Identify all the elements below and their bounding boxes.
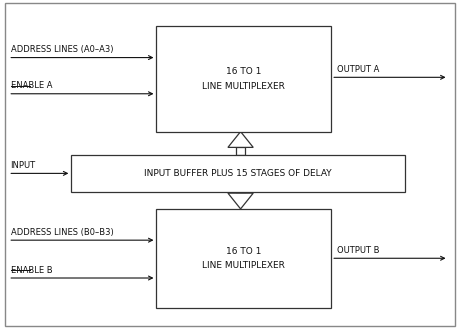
- Polygon shape: [228, 193, 252, 209]
- Bar: [156, 209, 330, 308]
- Text: LINE MULTIPLEXER: LINE MULTIPLEXER: [202, 82, 285, 91]
- Text: INPUT: INPUT: [11, 161, 36, 170]
- Text: OUTPUT A: OUTPUT A: [336, 65, 378, 74]
- Text: ENABLE B: ENABLE B: [11, 266, 52, 275]
- Text: 16 TO 1: 16 TO 1: [226, 67, 261, 76]
- Text: ADDRESS LINES (B0–B3): ADDRESS LINES (B0–B3): [11, 228, 113, 237]
- Bar: [235, 147, 245, 155]
- Text: ENABLE A: ENABLE A: [11, 82, 52, 90]
- Polygon shape: [228, 132, 252, 147]
- Text: 16 TO 1: 16 TO 1: [226, 246, 261, 256]
- Bar: [71, 155, 404, 192]
- Bar: [156, 26, 330, 132]
- Text: OUTPUT B: OUTPUT B: [336, 246, 378, 255]
- Text: INPUT BUFFER PLUS 15 STAGES OF DELAY: INPUT BUFFER PLUS 15 STAGES OF DELAY: [144, 169, 331, 178]
- Text: ADDRESS LINES (A0–A3): ADDRESS LINES (A0–A3): [11, 45, 113, 54]
- Bar: [235, 192, 245, 193]
- Text: LINE MULTIPLEXER: LINE MULTIPLEXER: [202, 261, 285, 270]
